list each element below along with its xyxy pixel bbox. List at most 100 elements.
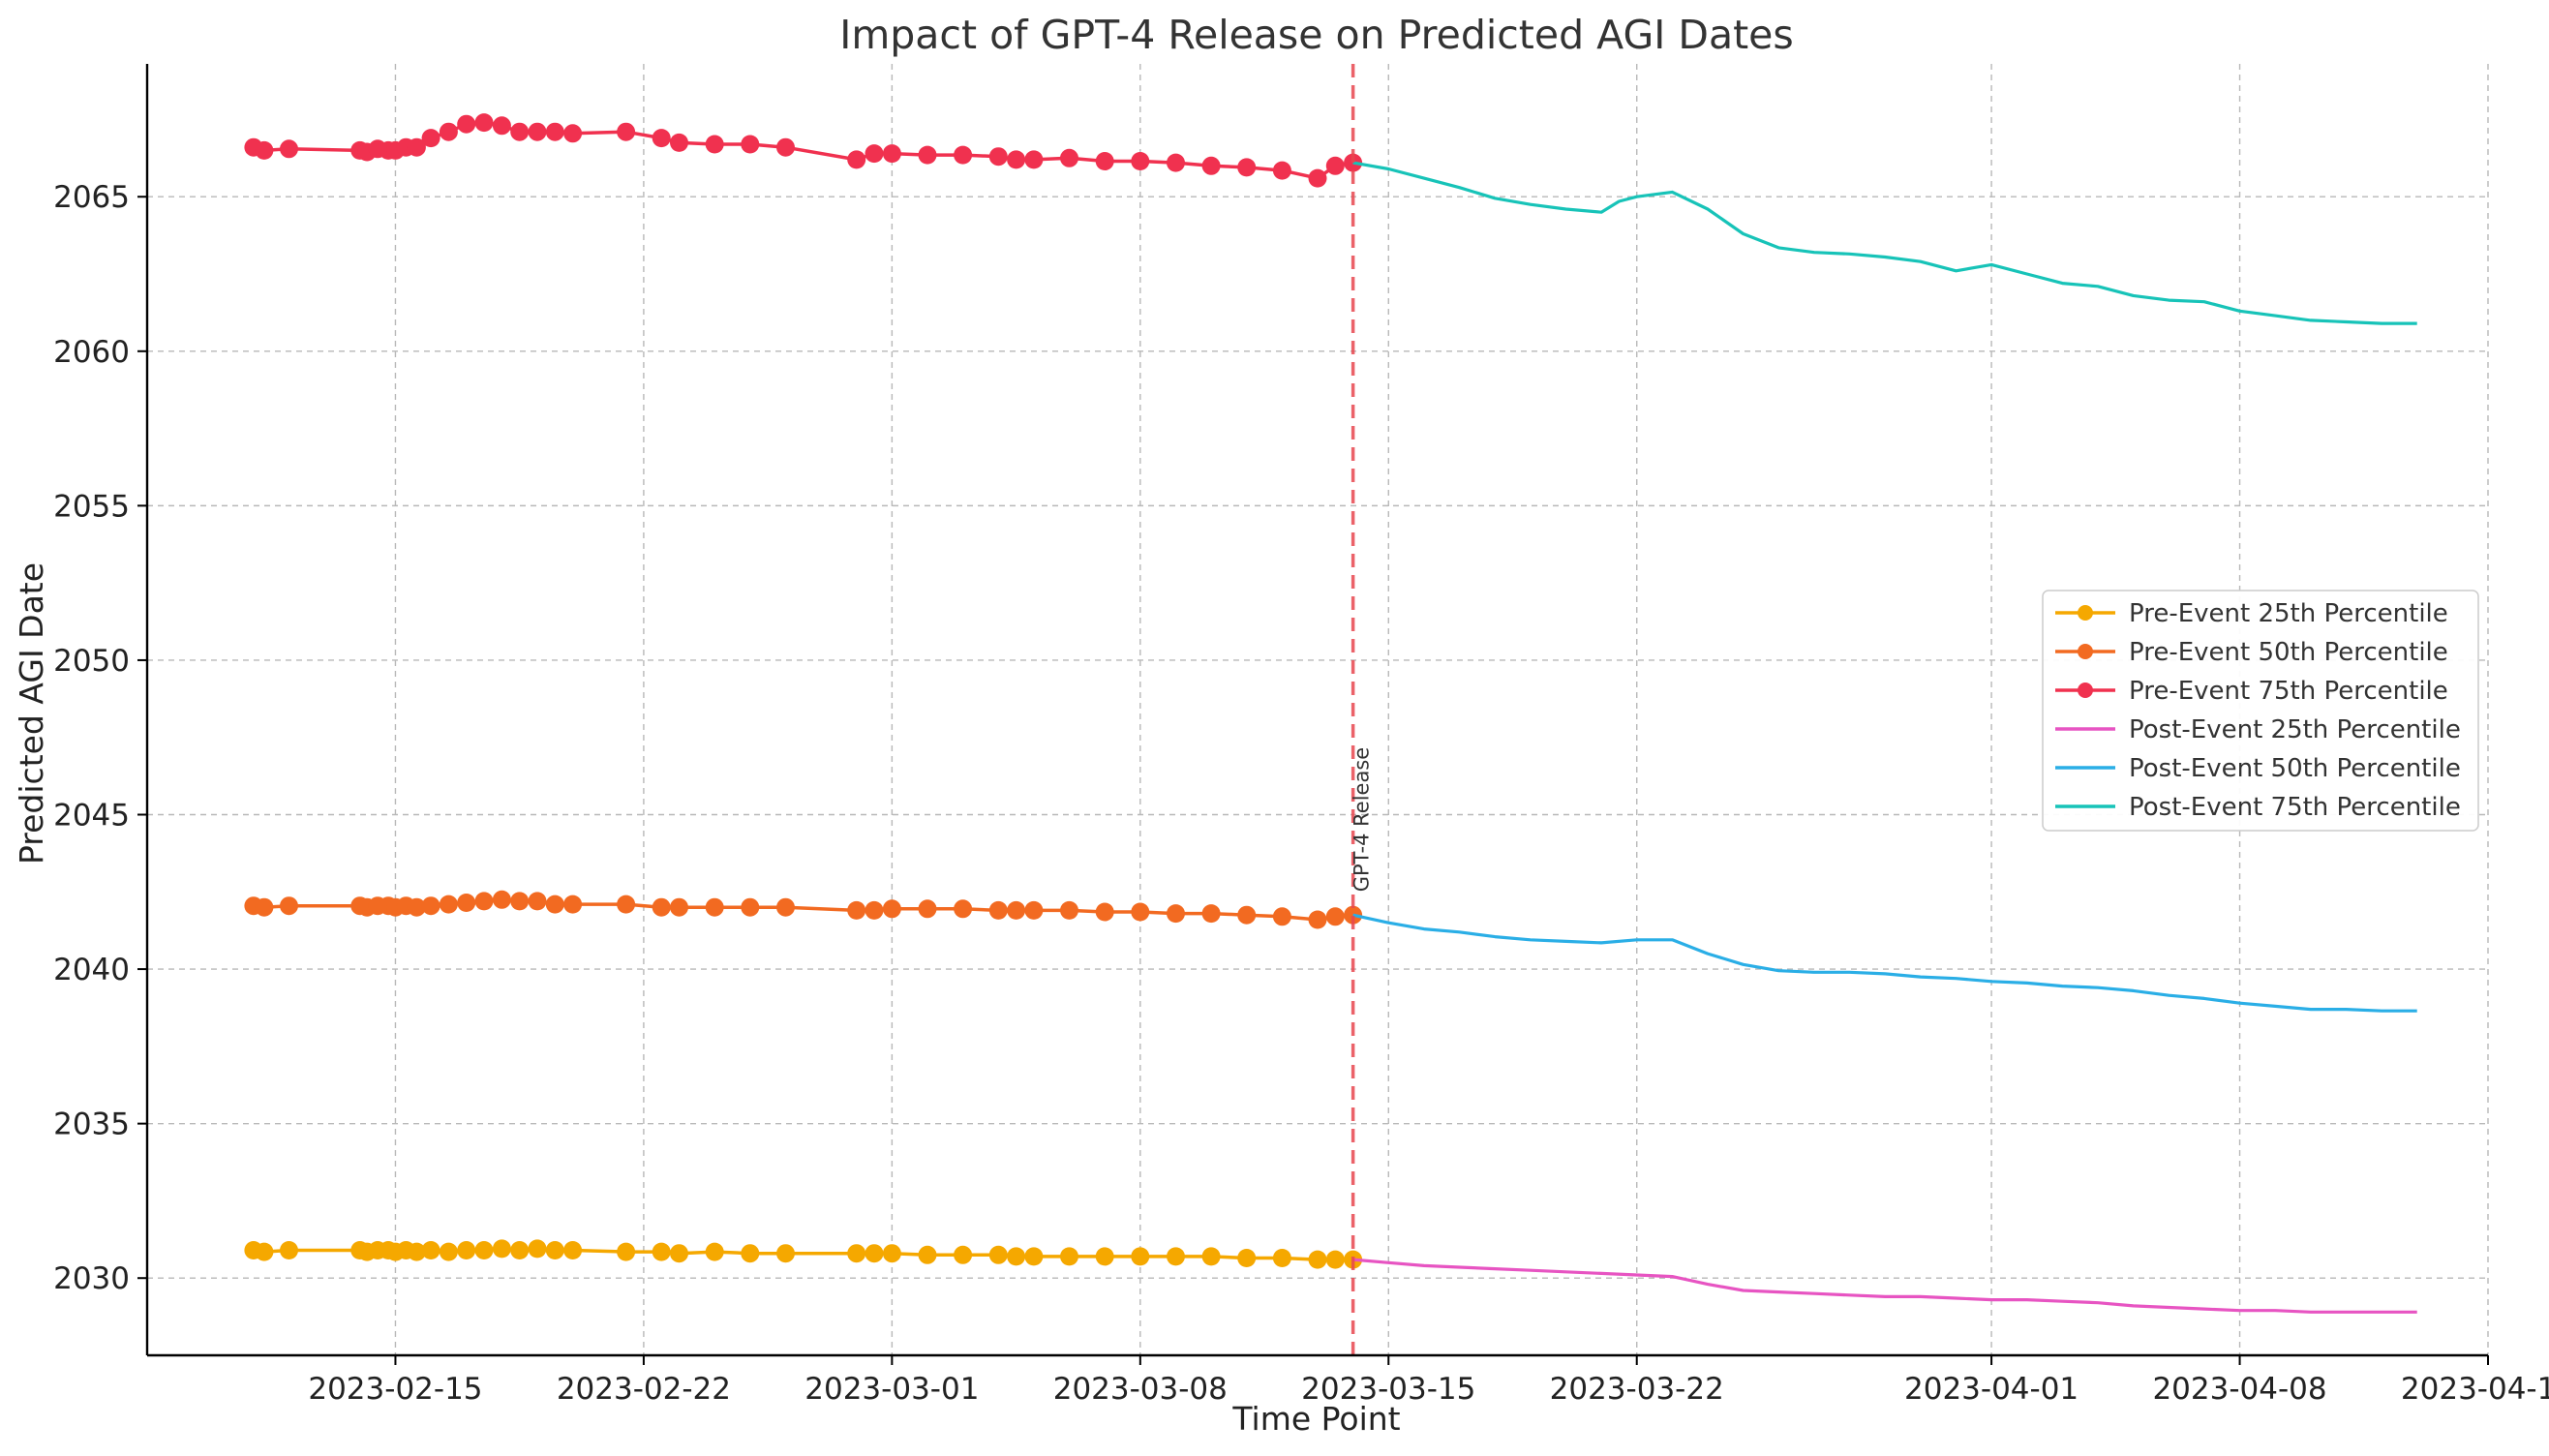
data-point	[407, 1242, 426, 1261]
x-axis-title: Time Point	[1231, 1400, 1400, 1438]
x-tick-label: 2023-04-08	[2152, 1372, 2326, 1407]
data-point	[1007, 1247, 1026, 1266]
data-point	[457, 114, 476, 134]
y-axis-ticks: 2030 2035 2040 2045 2050 2055 2060 2065	[53, 180, 147, 1296]
series-4	[1352, 1258, 2417, 1314]
data-point	[1007, 900, 1026, 920]
data-point	[847, 150, 866, 169]
data-point	[492, 1239, 511, 1259]
data-point	[705, 135, 724, 154]
legend-swatch-marker	[2078, 682, 2093, 698]
grid	[147, 64, 2489, 1355]
data-point	[255, 897, 274, 917]
data-point	[510, 1241, 530, 1259]
data-point	[528, 122, 547, 141]
x-tick-label: 2023-03-15	[1301, 1372, 1475, 1407]
legend-label: Pre-Event 25th Percentile	[2129, 599, 2448, 628]
data-point	[954, 145, 973, 165]
data-point	[652, 129, 671, 148]
data-point	[407, 137, 426, 157]
data-point	[280, 139, 298, 159]
data-point	[1095, 902, 1114, 922]
data-point	[670, 1244, 688, 1263]
y-tick-label: 2065	[53, 180, 130, 215]
data-point	[1007, 150, 1026, 169]
data-point	[1325, 156, 1345, 175]
legend-entry: Pre-Event 25th Percentile	[2055, 599, 2448, 628]
y-tick-label: 2040	[53, 953, 130, 987]
data-point	[421, 1241, 440, 1259]
data-point	[563, 124, 583, 143]
legend-items: Pre-Event 25th Percentile Pre-Event 50th …	[2055, 599, 2461, 822]
legend-label: Pre-Event 50th Percentile	[2129, 638, 2448, 667]
series-5	[1352, 913, 2417, 1013]
data-point	[1272, 161, 1291, 180]
data-point	[1272, 1249, 1291, 1267]
data-point	[1201, 156, 1221, 175]
data-point	[563, 1241, 583, 1259]
data-point	[421, 129, 440, 148]
data-point	[1060, 1247, 1078, 1266]
data-point	[741, 897, 760, 917]
data-point	[988, 147, 1008, 167]
data-point	[1167, 904, 1185, 924]
data-point	[1237, 158, 1257, 177]
data-point	[492, 890, 511, 909]
data-point	[1167, 1247, 1185, 1266]
legend-entry: Post-Event 50th Percentile	[2055, 754, 2461, 783]
series-line	[1352, 161, 2417, 325]
series-2	[244, 890, 1363, 929]
data-point	[280, 896, 298, 916]
data-point	[1272, 907, 1291, 926]
legend-label: Pre-Event 75th Percentile	[2129, 677, 2448, 706]
data-point	[988, 1245, 1008, 1264]
data-point	[882, 1244, 901, 1263]
data-point	[528, 1239, 547, 1259]
data-point	[439, 122, 458, 141]
legend-entry: Post-Event 25th Percentile	[2055, 715, 2461, 744]
data-point	[847, 1244, 866, 1263]
data-point	[918, 1245, 937, 1264]
data-point	[255, 1242, 274, 1261]
data-point	[865, 900, 884, 920]
data-point	[1024, 900, 1044, 920]
data-point	[510, 122, 530, 141]
data-point	[457, 894, 476, 912]
data-point	[954, 899, 973, 919]
data-point	[882, 144, 901, 164]
legend-label: Post-Event 25th Percentile	[2129, 715, 2461, 744]
data-point	[776, 1244, 795, 1263]
data-point	[670, 897, 688, 917]
data-point	[280, 1241, 298, 1259]
data-point	[776, 137, 795, 157]
legend-entry: Pre-Event 75th Percentile	[2055, 677, 2448, 706]
data-point	[882, 899, 901, 919]
data-point	[1237, 1249, 1257, 1267]
data-point	[439, 1242, 458, 1261]
data-point	[705, 897, 724, 917]
x-tick-label: 2023-03-08	[1053, 1372, 1228, 1407]
data-point	[918, 145, 937, 165]
data-point	[439, 895, 458, 914]
data-point	[1201, 904, 1221, 924]
data-point	[255, 140, 274, 160]
legend-entry: Post-Event 75th Percentile	[2055, 793, 2461, 822]
legend-label: Post-Event 50th Percentile	[2129, 754, 2461, 783]
data-point	[474, 892, 494, 911]
data-point	[1237, 905, 1257, 925]
x-tick-label: 2023-03-22	[1550, 1372, 1724, 1407]
data-point	[1131, 1247, 1150, 1266]
legend: Pre-Event 25th Percentile Pre-Event 50th …	[2042, 590, 2479, 832]
data-point	[1308, 168, 1327, 188]
x-tick-label: 2023-03-01	[804, 1372, 979, 1407]
data-point	[407, 897, 426, 917]
data-point	[865, 1244, 884, 1263]
data-point	[617, 895, 636, 914]
data-point	[510, 892, 530, 911]
y-tick-label: 2060	[53, 335, 130, 370]
y-axis-title: Predicted AGI Date	[13, 562, 50, 864]
data-point	[670, 133, 688, 152]
series-6	[1352, 161, 2417, 325]
